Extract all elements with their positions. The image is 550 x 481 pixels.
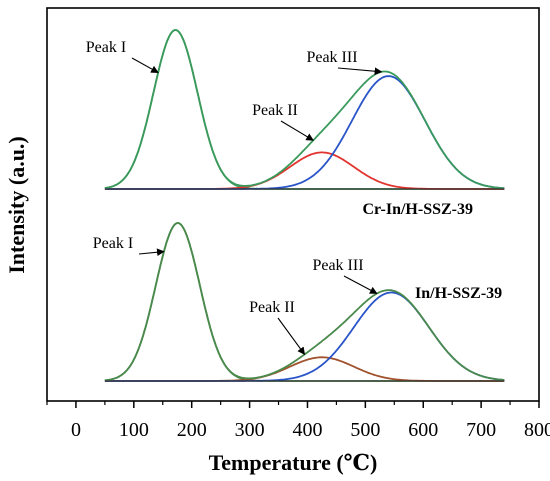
arrow-peak-i <box>131 57 159 74</box>
arrow-peak-ii <box>277 317 306 356</box>
panel-top: Peak I Peak II Peak III Cr-In/H-SSZ-39 <box>86 29 505 218</box>
curve-peak-i <box>104 29 505 190</box>
arrow-peak-i <box>138 248 165 257</box>
annotation-peak-i: Peak I <box>93 235 133 252</box>
x-tick-label: 600 <box>408 419 438 441</box>
sample-label: Cr-In/H-SSZ-39 <box>362 201 473 218</box>
curve-envelope <box>104 29 505 190</box>
x-tick-label: 100 <box>119 419 149 441</box>
curve-peak-ii <box>104 356 505 382</box>
x-tick-label: 800 <box>524 419 550 441</box>
x-tick-label: 0 <box>71 419 81 441</box>
curve-peak-iii <box>104 75 505 190</box>
plot-frame <box>46 7 540 402</box>
curve-peak-ii <box>104 151 505 190</box>
x-tick-label: 700 <box>466 419 496 441</box>
x-tick-label: 400 <box>292 419 322 441</box>
curve-peak-iii <box>104 291 505 382</box>
x-tick-label: 300 <box>235 419 265 441</box>
x-axis-title: Temperature (℃) <box>209 450 378 475</box>
y-axis-title: Intensity (a.u.) <box>4 136 29 274</box>
sample-label: In/H-SSZ-39 <box>415 285 502 302</box>
x-tick-label: 200 <box>177 419 207 441</box>
arrow-peak-iii <box>343 275 378 294</box>
panel-bottom: Peak I Peak II Peak III In/H-SSZ-39 <box>93 222 505 382</box>
x-tick-label: 500 <box>350 419 380 441</box>
annotation-peak-ii: Peak II <box>252 102 298 119</box>
annotation-peak-i: Peak I <box>86 39 126 56</box>
annotation-peak-iii: Peak III <box>312 257 363 274</box>
annotation-peak-ii: Peak II <box>249 299 295 316</box>
x-axis-ticks: 0 100 200 300 400 500 600 700 800 <box>46 401 550 441</box>
arrow-peak-iii <box>337 67 383 76</box>
arrow-peak-ii <box>280 120 314 141</box>
annotation-peak-iii: Peak III <box>306 49 357 66</box>
